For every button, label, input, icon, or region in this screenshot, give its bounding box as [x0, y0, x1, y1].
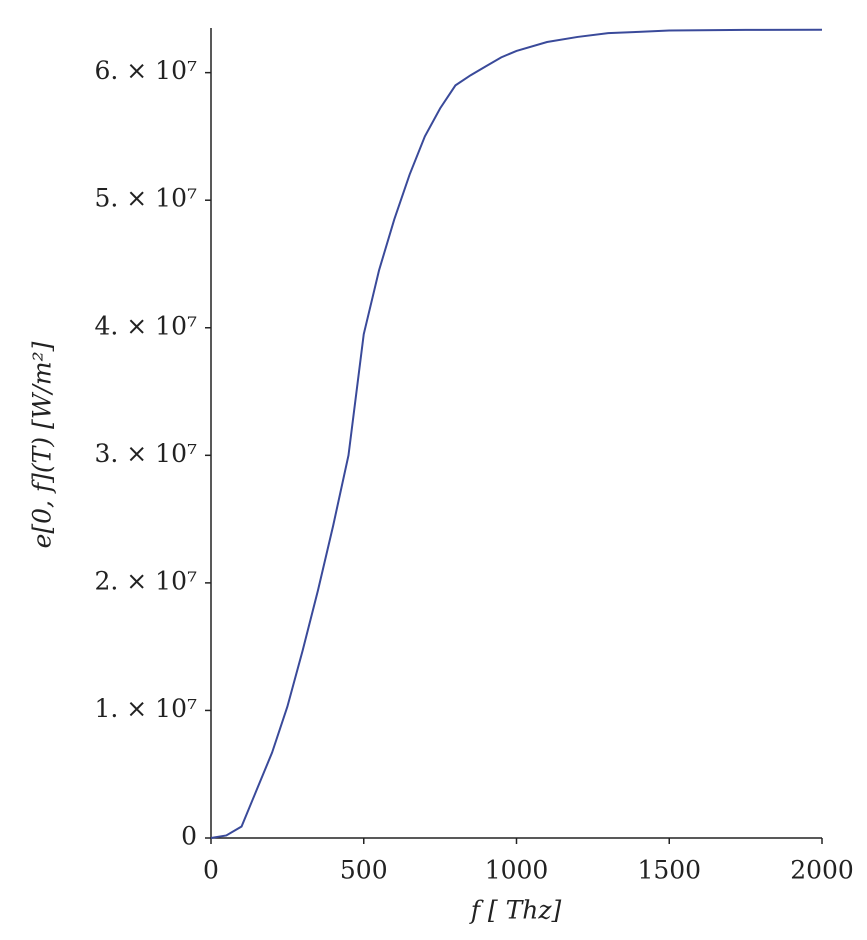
- y-tick-label: 2. × 10⁷: [94, 566, 197, 595]
- y-axis-label: e[0, f](T) [W/m²]: [28, 341, 57, 548]
- y-tick-label: 6. × 10⁷: [94, 56, 197, 85]
- x-tick-label: 1500: [637, 856, 701, 885]
- y-tick-label: 3. × 10⁷: [94, 439, 197, 468]
- y-tick-label: 1. × 10⁷: [94, 694, 197, 723]
- x-tick-label: 500: [340, 856, 388, 885]
- y-tick-label: 4. × 10⁷: [94, 311, 197, 340]
- y-tick-label: 5. × 10⁷: [94, 184, 197, 213]
- series-line: [210, 28, 823, 839]
- x-axis-label: f [ Thz]: [469, 896, 562, 925]
- x-tick-label: 1000: [485, 856, 549, 885]
- y-tick-label: 0: [181, 822, 197, 851]
- x-tick-label: 2000: [790, 856, 854, 885]
- x-tick-label: 0: [203, 856, 219, 885]
